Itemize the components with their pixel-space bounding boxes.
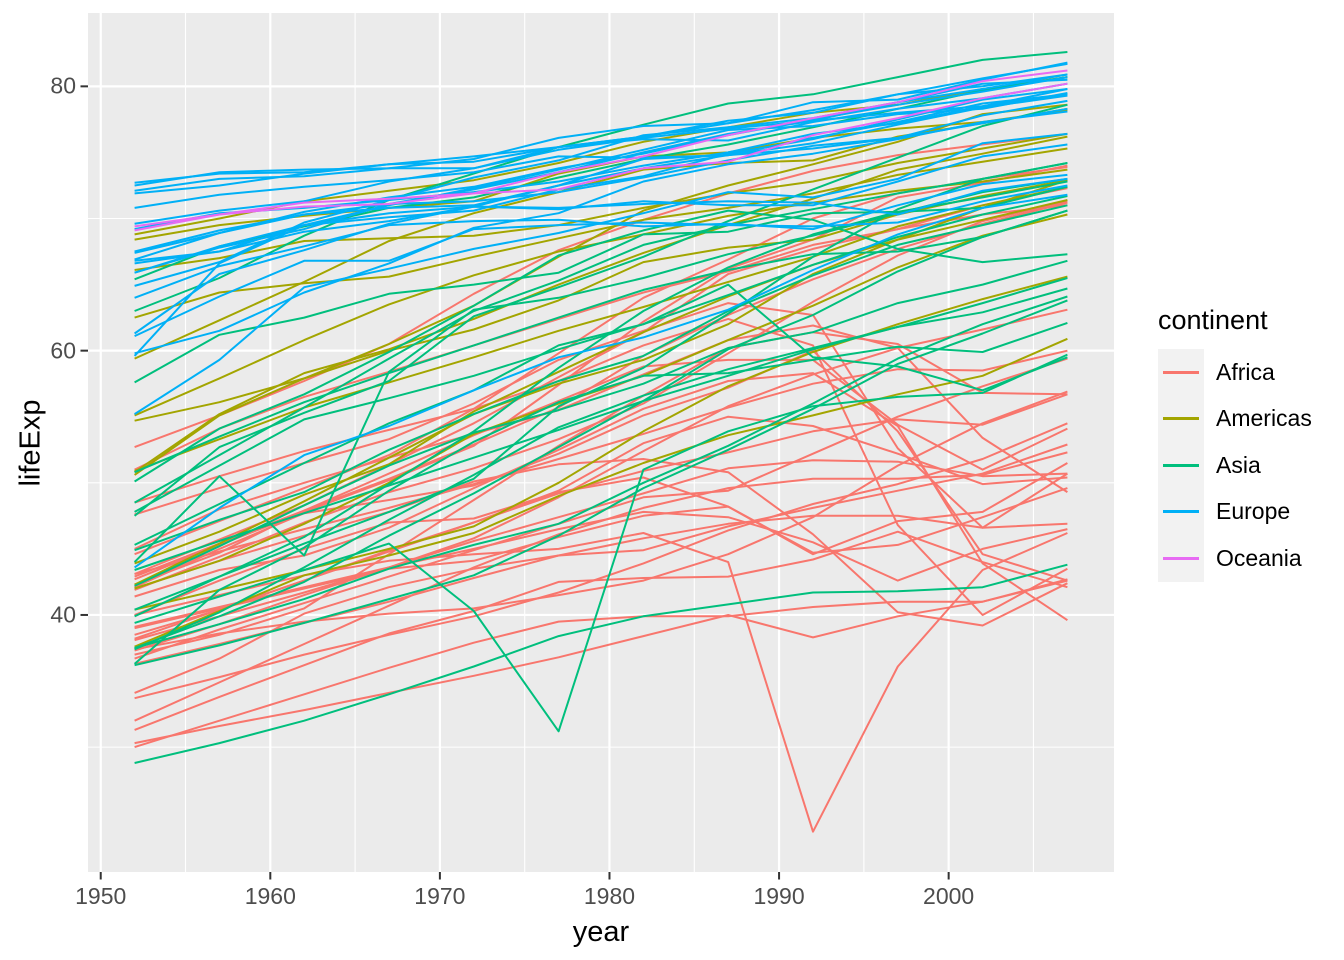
country-line-europe: [134, 99, 1068, 261]
x-tick-label: 1990: [753, 883, 805, 909]
legend-label: Americas: [1216, 405, 1312, 432]
country-line-africa: [134, 349, 1068, 589]
legend-key-europe: [1158, 488, 1204, 535]
country-line-africa: [134, 308, 1068, 652]
legend-label: Oceania: [1216, 544, 1302, 571]
country-line-africa: [134, 578, 1068, 749]
country-line-europe: [134, 82, 1068, 184]
country-line-asia: [134, 295, 1068, 649]
country-line-asia: [134, 287, 1068, 651]
country-line-africa: [134, 324, 1068, 550]
series-lines: [133, 51, 1068, 833]
x-tick-label: 1960: [244, 883, 296, 909]
country-line-americas: [134, 337, 1068, 648]
country-line-africa: [134, 201, 1068, 578]
x-axis-title: year: [572, 916, 630, 948]
legend-swatch-line: [1163, 556, 1199, 560]
country-line-europe: [134, 61, 1068, 187]
legend-key-asia: [1158, 442, 1204, 489]
y-tick-label: 40: [50, 601, 76, 628]
country-line-europe: [134, 143, 1068, 335]
country-line-africa: [134, 390, 1068, 651]
country-line-africa: [134, 317, 1068, 616]
country-line-asia: [134, 180, 1068, 618]
country-line-americas: [134, 185, 1068, 472]
country-line-europe: [134, 73, 1068, 287]
country-line-asia: [134, 209, 1068, 483]
country-line-africa: [134, 510, 1068, 628]
country-line-asia: [134, 563, 1068, 764]
country-line-americas: [134, 135, 1068, 474]
country-line-asia: [134, 162, 1068, 504]
legend-swatch-line: [1163, 417, 1199, 421]
axis-ticks: [80, 85, 950, 880]
y-tick-label: 80: [50, 72, 76, 99]
country-line-africa: [134, 204, 1068, 471]
country-line-asia: [134, 209, 1068, 649]
country-line-asia: [134, 277, 1068, 571]
country-line-asia: [133, 321, 1068, 665]
legend: continent Africa Americas Asia Europe Oceani…: [1158, 304, 1312, 582]
legend-label: Europe: [1216, 498, 1291, 525]
country-line-asia: [134, 195, 1068, 513]
country-line-africa: [134, 532, 1068, 833]
legend-label: Asia: [1216, 451, 1261, 478]
legend-swatch-line: [1163, 510, 1199, 514]
country-line-africa: [134, 458, 1068, 627]
legend-entry-europe: Europe: [1158, 488, 1312, 535]
country-line-americas: [134, 179, 1068, 586]
country-line-africa: [134, 372, 1068, 622]
legend-swatch-line: [1163, 370, 1199, 374]
country-line-africa: [134, 357, 1068, 660]
legend-key-americas: [1158, 395, 1204, 442]
country-line-africa: [134, 443, 1068, 694]
y-axis-title: lifeExp: [14, 399, 47, 487]
y-tick-label: 60: [50, 337, 76, 364]
legend-swatch-line: [1163, 463, 1199, 467]
country-line-europe: [134, 193, 1068, 569]
country-line-asia: [134, 51, 1068, 312]
legend-key-oceania: [1158, 535, 1204, 582]
country-line-asia: [134, 162, 1068, 611]
country-line-africa: [134, 349, 1068, 575]
country-line-asia: [134, 283, 1068, 546]
country-line-europe: [134, 184, 1068, 338]
legend-key-africa: [1158, 349, 1204, 396]
country-line-europe: [134, 76, 1068, 254]
legend-entry-africa: Africa: [1158, 349, 1312, 396]
country-line-africa: [134, 530, 1068, 731]
country-line-asia: [134, 204, 1068, 552]
legend-entry-asia: Asia: [1158, 442, 1312, 489]
legend-label: Africa: [1216, 358, 1275, 385]
legend-entry-oceania: Oceania: [1158, 535, 1312, 582]
country-line-americas: [134, 275, 1068, 611]
country-line-asia: [133, 103, 1068, 517]
country-line-africa: [134, 302, 1068, 529]
country-line-oceania: [134, 82, 1068, 228]
x-tick-label: 1980: [583, 883, 636, 909]
x-tick-label: 1950: [75, 883, 127, 909]
legend-entry-americas: Americas: [1158, 395, 1312, 442]
country-line-asia: [134, 299, 1068, 667]
country-line-europe: [134, 94, 1068, 265]
x-tick-label: 2000: [923, 883, 975, 909]
country-line-oceania: [134, 69, 1068, 232]
country-line-europe: [134, 62, 1068, 225]
legend-entries: Africa Americas Asia Europe Oceania: [1158, 349, 1312, 582]
country-line-africa: [134, 422, 1068, 700]
country-line-europe: [134, 110, 1068, 355]
country-line-asia: [134, 209, 1068, 474]
country-line-americas: [134, 199, 1068, 565]
country-line-asia: [134, 259, 1068, 587]
country-line-africa: [134, 459, 1068, 642]
x-tick-label: 1970: [414, 883, 466, 909]
legend-title: continent: [1158, 305, 1268, 335]
